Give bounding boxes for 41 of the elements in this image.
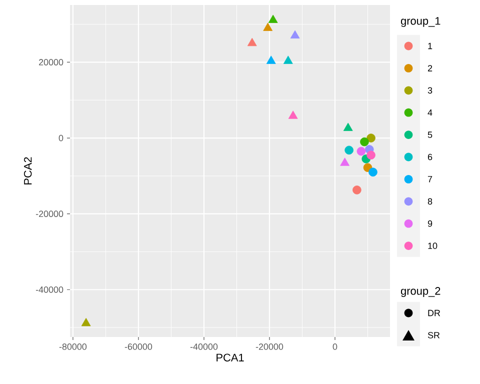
legend-label: 8 bbox=[428, 198, 432, 205]
point bbox=[366, 134, 376, 142]
y-tick-label: 20000 bbox=[39, 59, 64, 66]
point bbox=[344, 146, 354, 155]
x-tick-label: 0 bbox=[332, 344, 338, 350]
point bbox=[283, 56, 293, 64]
point bbox=[290, 30, 300, 38]
point bbox=[360, 137, 369, 146]
x-tick-label: -20000 bbox=[256, 344, 284, 350]
point bbox=[247, 38, 257, 46]
y-tick-label: 0 bbox=[58, 134, 64, 142]
x-axis-title: PCA1 bbox=[216, 354, 244, 362]
y-axis-title: PCA2 bbox=[24, 157, 32, 184]
point bbox=[266, 56, 276, 64]
legend-label: 7 bbox=[428, 176, 432, 182]
point bbox=[352, 186, 362, 194]
point bbox=[366, 150, 376, 160]
point bbox=[343, 122, 353, 131]
legend-label: 5 bbox=[428, 132, 432, 138]
point bbox=[263, 22, 273, 31]
x-tick-label: -60000 bbox=[124, 344, 152, 350]
legend-label: 10 bbox=[428, 242, 438, 249]
legend-label: 3 bbox=[428, 87, 432, 94]
legend-label: 2 bbox=[428, 65, 432, 72]
point bbox=[288, 110, 298, 119]
x-tick-label: -80000 bbox=[59, 344, 87, 350]
legend-title: group_1 bbox=[400, 17, 440, 27]
x-tick-label: -40000 bbox=[190, 344, 218, 350]
y-tick-label: -40000 bbox=[36, 286, 64, 293]
text: DR bbox=[428, 310, 440, 316]
legend-label: 6 bbox=[428, 154, 432, 160]
text: group_2 bbox=[400, 287, 440, 297]
legend-label: 4 bbox=[428, 110, 432, 116]
point bbox=[268, 14, 278, 23]
y-tick-label: -20000 bbox=[36, 210, 64, 218]
point bbox=[368, 168, 378, 177]
legend-label: 1 bbox=[428, 42, 432, 50]
legend-label: 9 bbox=[428, 220, 432, 227]
point bbox=[340, 158, 350, 166]
point bbox=[356, 146, 366, 156]
text: SR bbox=[428, 332, 440, 338]
